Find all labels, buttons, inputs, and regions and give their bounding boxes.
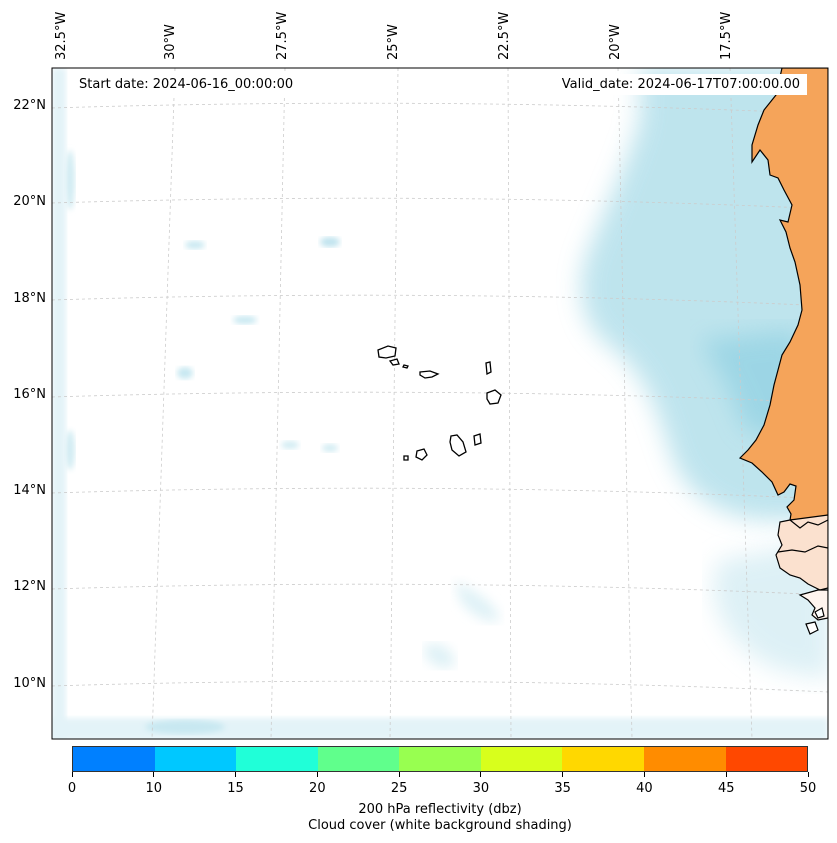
colorbar-tick-label: 0 xyxy=(67,781,77,796)
lat-label: 10°N xyxy=(13,676,46,691)
colorbar-segment xyxy=(480,747,563,771)
map-frame xyxy=(51,67,829,740)
meridian-line xyxy=(389,68,399,739)
island-sao-nicolau xyxy=(419,370,440,379)
colorbar-tick xyxy=(316,772,318,777)
cloud-cover-patch xyxy=(185,241,205,249)
lat-label: 18°N xyxy=(13,291,46,306)
cloud-cover-patch xyxy=(281,441,299,449)
colorbar-label: 200 hPa reflectivity (dbz) xyxy=(358,802,522,817)
coastal-island xyxy=(814,607,825,619)
colorbar-tick-label: 15 xyxy=(227,781,244,796)
colorbar-sublabel: Cloud cover (white background shading) xyxy=(308,818,572,833)
island-brava xyxy=(403,455,409,461)
colorbar-tick xyxy=(480,772,482,777)
island-maio xyxy=(473,433,482,446)
lon-label: 27.5°W xyxy=(275,11,290,60)
cloud-cover-patch xyxy=(177,367,193,379)
cloud-cover-border xyxy=(52,68,66,739)
graticule xyxy=(52,68,828,739)
gambia-river xyxy=(777,545,828,553)
cloud-cover-border xyxy=(52,718,828,739)
colorbar-segment xyxy=(154,747,237,771)
colorbar-tick xyxy=(562,772,564,777)
colorbar-tick-label: 25 xyxy=(390,781,408,796)
cloud-cover-patch xyxy=(320,237,340,247)
colorbar xyxy=(72,746,808,772)
island-sao-vicente xyxy=(388,358,400,366)
cloud-cover-patch xyxy=(145,720,225,734)
colorbar-segment xyxy=(317,747,400,771)
parallel-line xyxy=(52,487,828,500)
colorbar-tick-label: 10 xyxy=(145,781,163,796)
colorbar-segment xyxy=(399,747,481,771)
colorbar-tick-label: 40 xyxy=(636,781,653,796)
coastal-island xyxy=(805,621,819,635)
parallel-line xyxy=(52,391,828,404)
colorbar-tick-label: 35 xyxy=(554,781,571,796)
lat-label: 16°N xyxy=(13,387,46,402)
colorbar-tick xyxy=(725,772,727,777)
lat-label: 22°N xyxy=(13,98,46,113)
lat-label: 20°N xyxy=(13,194,46,209)
colorbar-segment xyxy=(643,747,726,771)
lon-label: 30°W xyxy=(163,24,178,60)
cloud-cover-patch xyxy=(425,643,455,668)
colorbar-segment xyxy=(562,747,644,771)
island-santa-luzia xyxy=(402,364,409,369)
parallel-line xyxy=(52,197,828,210)
start-date-label: Start date: 2024-06-16_00:00:00 xyxy=(72,74,301,95)
island-santo-antao xyxy=(377,345,397,359)
colorbar-tick-label: 20 xyxy=(309,781,326,796)
meridian-line xyxy=(729,68,753,739)
colorbar-tick-label: 45 xyxy=(717,781,735,796)
lon-label: 22.5°W xyxy=(497,11,512,60)
cloud-cover-patch xyxy=(322,444,338,452)
lon-label: 17.5°W xyxy=(719,11,734,60)
lon-label: 32.5°W xyxy=(54,11,69,60)
island-fogo xyxy=(415,448,428,461)
meridian-line xyxy=(507,68,512,739)
colorbar-tick xyxy=(153,772,155,777)
colorbar-tick xyxy=(807,772,809,777)
island-santiago xyxy=(449,434,467,457)
lon-label: 25°W xyxy=(386,24,401,60)
cloud-cover-patch xyxy=(233,316,257,324)
colorbar-tick-label: 30 xyxy=(472,781,490,796)
colorbar-segment xyxy=(73,747,155,771)
meridian-line xyxy=(617,68,633,739)
cloud-cover-patch xyxy=(455,580,500,622)
lat-label: 14°N xyxy=(13,483,46,498)
cape-verde-islands xyxy=(377,345,502,461)
parallel-line xyxy=(52,102,828,115)
island-boa-vista xyxy=(486,389,502,405)
colorbar-segment xyxy=(236,747,318,771)
colorbar-tick-label: 50 xyxy=(799,781,817,796)
meridian-line xyxy=(270,68,286,739)
island-sal xyxy=(485,361,492,376)
lon-label: 20°W xyxy=(608,24,623,60)
colorbar-tick xyxy=(643,772,645,777)
valid-date-label: Valid_date: 2024-06-17T07:00:00.00 xyxy=(554,74,807,95)
cloud-cover-patch xyxy=(65,150,75,210)
colorbar-tick xyxy=(235,772,237,777)
west-africa-land xyxy=(738,68,828,521)
parallel-line xyxy=(52,294,828,307)
west-africa-land xyxy=(775,514,828,591)
meridian-line xyxy=(151,68,176,739)
cloud-cover-patch xyxy=(65,430,75,470)
colorbar-segment xyxy=(725,747,808,771)
lat-label: 12°N xyxy=(13,579,46,594)
parallel-line xyxy=(52,680,828,693)
senegal-border xyxy=(789,519,828,529)
parallel-line xyxy=(52,583,828,596)
colorbar-tick xyxy=(71,772,73,777)
colorbar-tick xyxy=(398,772,400,777)
